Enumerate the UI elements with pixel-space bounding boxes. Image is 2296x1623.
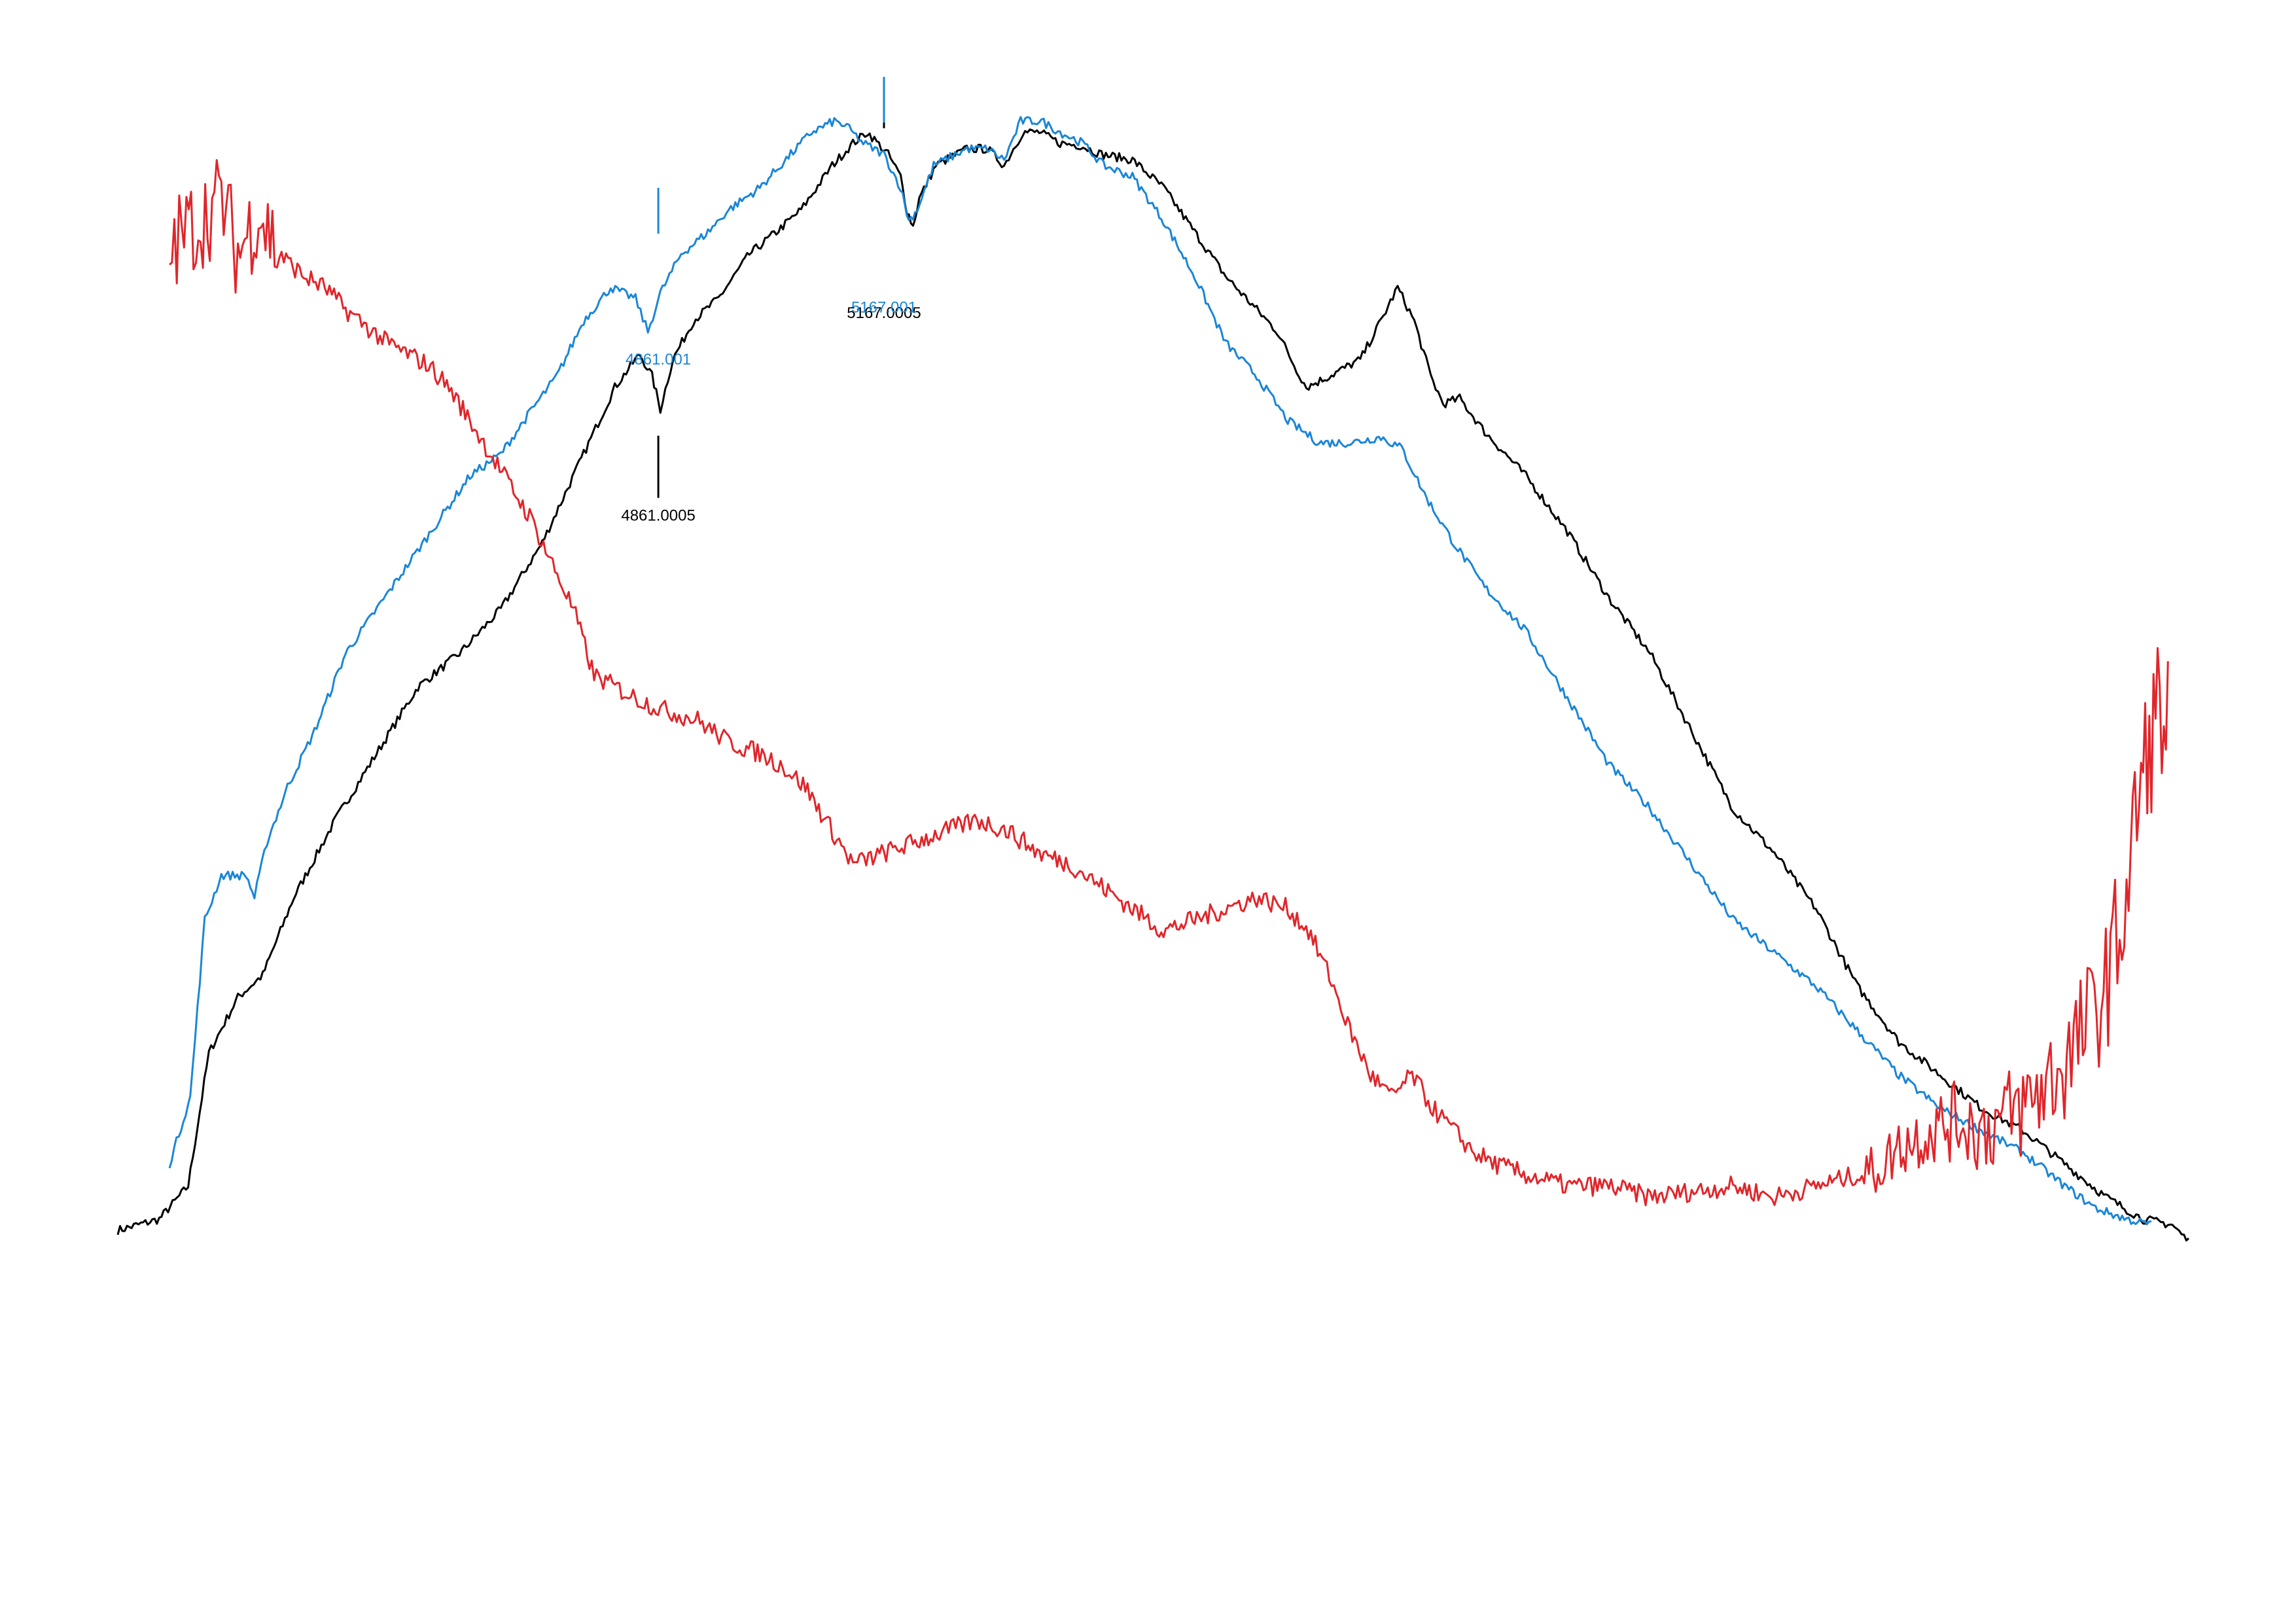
annotation-label-3: 5167.0005 bbox=[847, 304, 921, 322]
annotation-label-2: 4861.001 bbox=[626, 351, 691, 368]
series-layer bbox=[116, 116, 2190, 1241]
series-line-1 bbox=[116, 128, 2190, 1241]
annotation-label-1: 4861.0005 bbox=[621, 507, 695, 525]
annotation-label-4: 5167.001 bbox=[851, 299, 917, 317]
series-line-3 bbox=[169, 159, 2169, 1207]
series-line-2 bbox=[168, 116, 2152, 1226]
